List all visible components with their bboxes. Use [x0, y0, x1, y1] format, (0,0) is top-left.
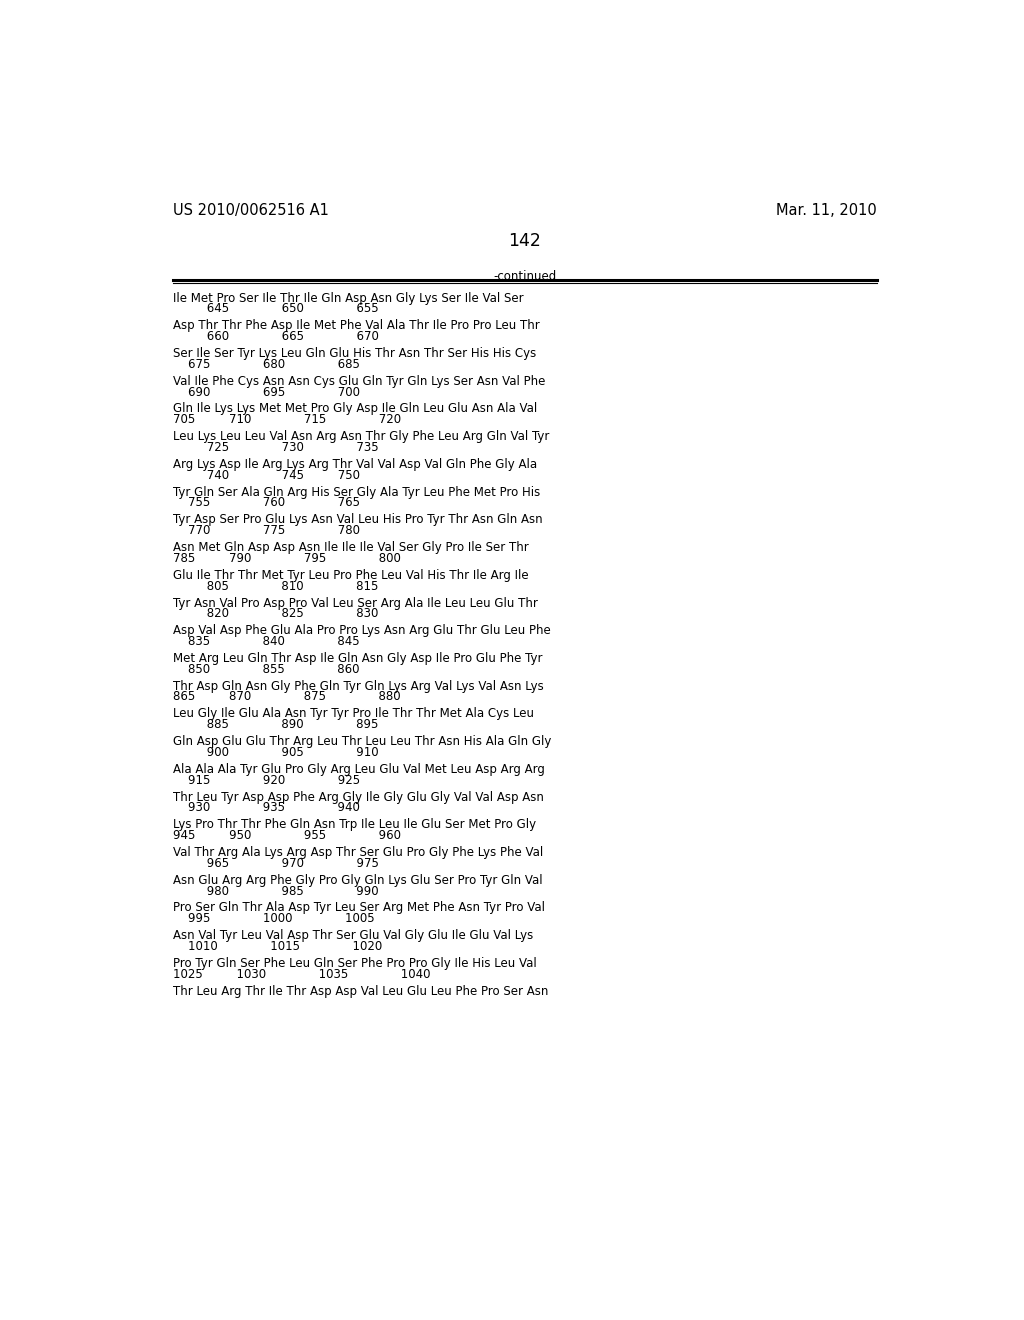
- Text: Tyr Asp Ser Pro Glu Lys Asn Val Leu His Pro Tyr Thr Asn Gln Asn: Tyr Asp Ser Pro Glu Lys Asn Val Leu His …: [173, 513, 543, 527]
- Text: -continued: -continued: [494, 271, 556, 282]
- Text: 835              840              845: 835 840 845: [173, 635, 359, 648]
- Text: 805              810              815: 805 810 815: [173, 579, 378, 593]
- Text: 770              775              780: 770 775 780: [173, 524, 360, 537]
- Text: Ser Ile Ser Tyr Lys Leu Gln Glu His Thr Asn Thr Ser His His Cys: Ser Ile Ser Tyr Lys Leu Gln Glu His Thr …: [173, 347, 537, 360]
- Text: Pro Ser Gln Thr Ala Asp Tyr Leu Ser Arg Met Phe Asn Tyr Pro Val: Pro Ser Gln Thr Ala Asp Tyr Leu Ser Arg …: [173, 902, 545, 915]
- Text: 980              985              990: 980 985 990: [173, 884, 379, 898]
- Text: Asp Val Asp Phe Glu Ala Pro Pro Lys Asn Arg Glu Thr Glu Leu Phe: Asp Val Asp Phe Glu Ala Pro Pro Lys Asn …: [173, 624, 551, 638]
- Text: 705         710              715              720: 705 710 715 720: [173, 413, 401, 426]
- Text: Gln Ile Lys Lys Met Met Pro Gly Asp Ile Gln Leu Glu Asn Ala Val: Gln Ile Lys Lys Met Met Pro Gly Asp Ile …: [173, 403, 538, 416]
- Text: 725              730              735: 725 730 735: [173, 441, 379, 454]
- Text: 945         950              955              960: 945 950 955 960: [173, 829, 401, 842]
- Text: Lys Pro Thr Thr Phe Gln Asn Trp Ile Leu Ile Glu Ser Met Pro Gly: Lys Pro Thr Thr Phe Gln Asn Trp Ile Leu …: [173, 818, 537, 832]
- Text: 660              665              670: 660 665 670: [173, 330, 379, 343]
- Text: US 2010/0062516 A1: US 2010/0062516 A1: [173, 203, 329, 218]
- Text: 995              1000              1005: 995 1000 1005: [173, 912, 375, 925]
- Text: Arg Lys Asp Ile Arg Lys Arg Thr Val Val Asp Val Gln Phe Gly Ala: Arg Lys Asp Ile Arg Lys Arg Thr Val Val …: [173, 458, 537, 471]
- Text: 740              745         750: 740 745 750: [173, 469, 360, 482]
- Text: Gln Asp Glu Glu Thr Arg Leu Thr Leu Leu Thr Asn His Ala Gln Gly: Gln Asp Glu Glu Thr Arg Leu Thr Leu Leu …: [173, 735, 551, 748]
- Text: 930              935              940: 930 935 940: [173, 801, 359, 814]
- Text: 915              920              925: 915 920 925: [173, 774, 360, 787]
- Text: Tyr Asn Val Pro Asp Pro Val Leu Ser Arg Ala Ile Leu Leu Glu Thr: Tyr Asn Val Pro Asp Pro Val Leu Ser Arg …: [173, 597, 538, 610]
- Text: 965              970              975: 965 970 975: [173, 857, 379, 870]
- Text: Asp Thr Thr Phe Asp Ile Met Phe Val Ala Thr Ile Pro Pro Leu Thr: Asp Thr Thr Phe Asp Ile Met Phe Val Ala …: [173, 319, 540, 333]
- Text: 142: 142: [508, 231, 542, 249]
- Text: Ile Met Pro Ser Ile Thr Ile Gln Asp Asn Gly Lys Ser Ile Val Ser: Ile Met Pro Ser Ile Thr Ile Gln Asp Asn …: [173, 292, 523, 305]
- Text: Met Arg Leu Gln Thr Asp Ile Gln Asn Gly Asp Ile Pro Glu Phe Tyr: Met Arg Leu Gln Thr Asp Ile Gln Asn Gly …: [173, 652, 543, 665]
- Text: 645              650              655: 645 650 655: [173, 302, 379, 315]
- Text: 785         790              795              800: 785 790 795 800: [173, 552, 400, 565]
- Text: Ala Ala Ala Tyr Glu Pro Gly Arg Leu Glu Val Met Leu Asp Arg Arg: Ala Ala Ala Tyr Glu Pro Gly Arg Leu Glu …: [173, 763, 545, 776]
- Text: 690              695              700: 690 695 700: [173, 385, 360, 399]
- Text: 820              825              830: 820 825 830: [173, 607, 378, 620]
- Text: 850              855              860: 850 855 860: [173, 663, 359, 676]
- Text: 675              680              685: 675 680 685: [173, 358, 359, 371]
- Text: Glu Ile Thr Thr Met Tyr Leu Pro Phe Leu Val His Thr Ile Arg Ile: Glu Ile Thr Thr Met Tyr Leu Pro Phe Leu …: [173, 569, 528, 582]
- Text: Thr Leu Tyr Asp Asp Phe Arg Gly Ile Gly Glu Gly Val Val Asp Asn: Thr Leu Tyr Asp Asp Phe Arg Gly Ile Gly …: [173, 791, 544, 804]
- Text: 900              905              910: 900 905 910: [173, 746, 379, 759]
- Text: 865         870              875              880: 865 870 875 880: [173, 690, 400, 704]
- Text: 1010              1015              1020: 1010 1015 1020: [173, 940, 382, 953]
- Text: 885              890              895: 885 890 895: [173, 718, 378, 731]
- Text: Asn Met Gln Asp Asp Asn Ile Ile Ile Val Ser Gly Pro Ile Ser Thr: Asn Met Gln Asp Asp Asn Ile Ile Ile Val …: [173, 541, 528, 554]
- Text: Mar. 11, 2010: Mar. 11, 2010: [776, 203, 877, 218]
- Text: Tyr Gln Ser Ala Gln Arg His Ser Gly Ala Tyr Leu Phe Met Pro His: Tyr Gln Ser Ala Gln Arg His Ser Gly Ala …: [173, 486, 541, 499]
- Text: 1025         1030              1035              1040: 1025 1030 1035 1040: [173, 968, 430, 981]
- Text: Asn Val Tyr Leu Val Asp Thr Ser Glu Val Gly Glu Ile Glu Val Lys: Asn Val Tyr Leu Val Asp Thr Ser Glu Val …: [173, 929, 534, 942]
- Text: 755              760              765: 755 760 765: [173, 496, 360, 510]
- Text: Thr Leu Arg Thr Ile Thr Asp Asp Val Leu Glu Leu Phe Pro Ser Asn: Thr Leu Arg Thr Ile Thr Asp Asp Val Leu …: [173, 985, 548, 998]
- Text: Leu Gly Ile Glu Ala Asn Tyr Tyr Pro Ile Thr Thr Met Ala Cys Leu: Leu Gly Ile Glu Ala Asn Tyr Tyr Pro Ile …: [173, 708, 534, 721]
- Text: Val Ile Phe Cys Asn Asn Cys Glu Gln Tyr Gln Lys Ser Asn Val Phe: Val Ile Phe Cys Asn Asn Cys Glu Gln Tyr …: [173, 375, 546, 388]
- Text: Asn Glu Arg Arg Phe Gly Pro Gly Gln Lys Glu Ser Pro Tyr Gln Val: Asn Glu Arg Arg Phe Gly Pro Gly Gln Lys …: [173, 874, 543, 887]
- Text: Leu Lys Leu Leu Val Asn Arg Asn Thr Gly Phe Leu Arg Gln Val Tyr: Leu Lys Leu Leu Val Asn Arg Asn Thr Gly …: [173, 430, 549, 444]
- Text: Pro Tyr Gln Ser Phe Leu Gln Ser Phe Pro Pro Gly Ile His Leu Val: Pro Tyr Gln Ser Phe Leu Gln Ser Phe Pro …: [173, 957, 537, 970]
- Text: Val Thr Arg Ala Lys Arg Asp Thr Ser Glu Pro Gly Phe Lys Phe Val: Val Thr Arg Ala Lys Arg Asp Thr Ser Glu …: [173, 846, 543, 859]
- Text: Thr Asp Gln Asn Gly Phe Gln Tyr Gln Lys Arg Val Lys Val Asn Lys: Thr Asp Gln Asn Gly Phe Gln Tyr Gln Lys …: [173, 680, 544, 693]
